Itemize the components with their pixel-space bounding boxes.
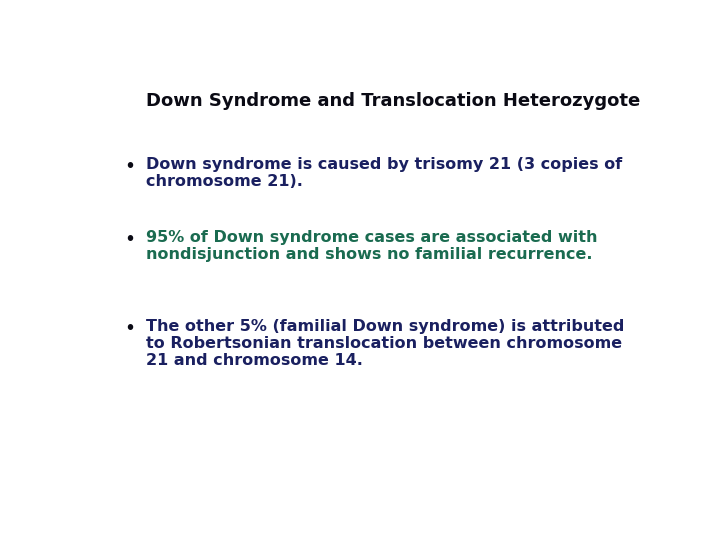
Text: nondisjunction and shows no familial recurrence.: nondisjunction and shows no familial rec… bbox=[145, 247, 593, 262]
Text: Down syndrome is caused by trisomy 21 (3 copies of: Down syndrome is caused by trisomy 21 (3… bbox=[145, 157, 622, 172]
Text: 95% of Down syndrome cases are associated with: 95% of Down syndrome cases are associate… bbox=[145, 231, 598, 245]
Text: •: • bbox=[125, 319, 136, 338]
Text: •: • bbox=[125, 231, 136, 249]
Text: chromosome 21).: chromosome 21). bbox=[145, 174, 302, 189]
Text: to Robertsonian translocation between chromosome: to Robertsonian translocation between ch… bbox=[145, 336, 622, 351]
Text: Down Syndrome and Translocation Heterozygote: Down Syndrome and Translocation Heterozy… bbox=[145, 92, 640, 110]
Text: •: • bbox=[125, 157, 136, 176]
Text: 21 and chromosome 14.: 21 and chromosome 14. bbox=[145, 353, 363, 368]
Text: The other 5% (familial Down syndrome) is attributed: The other 5% (familial Down syndrome) is… bbox=[145, 319, 624, 334]
